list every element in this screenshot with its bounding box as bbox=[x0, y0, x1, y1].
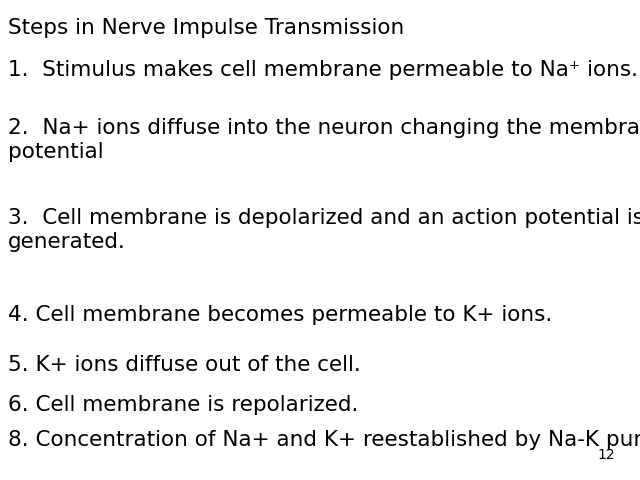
Text: 8. Concentration of Na+ and K+ reestablished by Na-K pump.: 8. Concentration of Na+ and K+ reestabli… bbox=[8, 430, 640, 450]
Text: 3.  Cell membrane is depolarized and an action potential is
generated.: 3. Cell membrane is depolarized and an a… bbox=[8, 208, 640, 252]
Text: Steps in Nerve Impulse Transmission: Steps in Nerve Impulse Transmission bbox=[8, 18, 404, 38]
Text: 1.  Stimulus makes cell membrane permeable to Na⁺ ions.: 1. Stimulus makes cell membrane permeabl… bbox=[8, 60, 638, 80]
Text: 6. Cell membrane is repolarized.: 6. Cell membrane is repolarized. bbox=[8, 395, 358, 415]
Text: 2.  Na+ ions diffuse into the neuron changing the membrane
potential: 2. Na+ ions diffuse into the neuron chan… bbox=[8, 118, 640, 162]
Text: 12: 12 bbox=[597, 448, 615, 462]
Text: 4. Cell membrane becomes permeable to K+ ions.: 4. Cell membrane becomes permeable to K+… bbox=[8, 305, 552, 325]
Text: 5. K+ ions diffuse out of the cell.: 5. K+ ions diffuse out of the cell. bbox=[8, 355, 361, 375]
